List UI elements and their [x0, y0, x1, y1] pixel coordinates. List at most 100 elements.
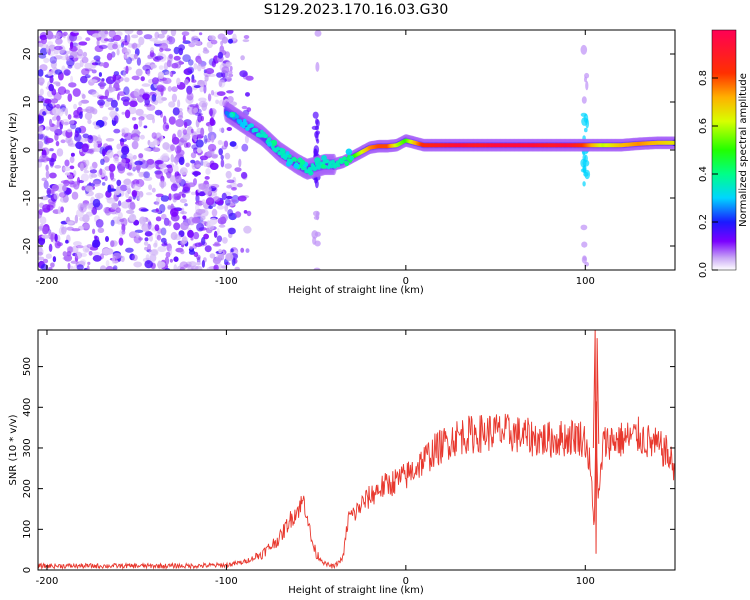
ridge-blob [314, 157, 321, 164]
noise-blob [198, 183, 207, 190]
streak-blob [580, 224, 588, 231]
noise-blob [215, 99, 220, 105]
noise-blob [61, 119, 70, 126]
noise-blob [80, 99, 90, 104]
noise-blob [234, 266, 240, 270]
noise-blob [82, 133, 90, 139]
noise-blob [207, 143, 217, 152]
snr-y-axis-label: SNR (10 * v/v) [8, 414, 19, 485]
noise-blob [204, 138, 212, 143]
noise-blob [38, 69, 44, 77]
noise-blob [70, 260, 79, 264]
noise-blob [211, 60, 217, 68]
noise-blob [38, 115, 44, 124]
noise-blob [126, 185, 131, 190]
noise-blob [72, 88, 81, 97]
noise-blob [60, 107, 67, 114]
noise-blob [116, 143, 122, 150]
noise-blob [69, 156, 75, 164]
noise-blob [52, 116, 57, 121]
noise-blob [200, 127, 205, 137]
noise-blob [160, 154, 169, 163]
noise-blob [77, 202, 84, 211]
noise-blob [99, 80, 105, 88]
noise-blob [79, 137, 89, 143]
noise-blob [156, 84, 165, 92]
noise-blob [39, 195, 49, 201]
noise-blob [190, 152, 197, 159]
noise-blob [212, 257, 221, 265]
noise-blob [55, 38, 63, 45]
noise-blob [161, 152, 169, 161]
ridge-core [254, 128, 259, 133]
noise-blob [121, 132, 129, 137]
noise-blob [166, 34, 171, 41]
noise-blob [46, 204, 54, 211]
noise-blob [101, 78, 105, 82]
noise-blob [112, 252, 122, 259]
noise-blob [148, 249, 158, 256]
noise-blob [182, 186, 191, 194]
noise-blob [148, 184, 153, 191]
noise-blob [86, 244, 93, 249]
noise-blob [39, 154, 48, 162]
noise-blob [126, 172, 133, 176]
noise-blob [225, 71, 233, 79]
vertical-streak [311, 30, 322, 270]
noise-blob [170, 208, 179, 217]
y-tick-label: 200 [22, 479, 33, 498]
noise-blob [87, 204, 94, 211]
noise-blob [121, 146, 130, 155]
noise-blob [201, 260, 205, 268]
noise-blob [75, 245, 84, 249]
noise-blob [40, 47, 48, 56]
noise-blob [162, 115, 167, 125]
noise-blob [104, 89, 110, 98]
ridge-core [325, 159, 330, 164]
noise-blob [98, 44, 108, 50]
streak-blob [313, 210, 320, 217]
noise-blob [227, 96, 234, 103]
noise-blob [218, 248, 222, 254]
noise-blob [191, 35, 199, 42]
noise-blob [170, 144, 175, 152]
noise-blob [179, 198, 188, 204]
noise-blob [167, 165, 173, 174]
noise-blob [155, 216, 162, 222]
noise-blob [104, 175, 108, 182]
noise-blob [131, 34, 139, 39]
noise-blob [68, 180, 75, 185]
noise-blob [85, 211, 93, 217]
noise-blob [135, 68, 143, 77]
noise-blob [204, 74, 209, 82]
noise-blob [42, 111, 47, 116]
noise-blob [167, 86, 172, 92]
noise-blob [188, 250, 196, 255]
noise-blob [240, 55, 245, 61]
noise-blob [133, 53, 138, 60]
noise-blob [66, 128, 73, 133]
noise-blob [150, 47, 155, 52]
y-tick-label: -20 [22, 238, 33, 254]
noise-blob [195, 203, 200, 213]
ridge-core [235, 114, 239, 119]
noise-blob [102, 148, 106, 157]
noise-blob [153, 40, 163, 44]
noise-blob [45, 126, 50, 131]
noise-blob [132, 42, 138, 50]
noise-blob [223, 140, 229, 148]
noise-blob [67, 262, 71, 270]
noise-blob [45, 253, 53, 259]
streak-blob [580, 44, 588, 55]
noise-blob [193, 63, 198, 70]
noise-blob [193, 164, 202, 168]
noise-blob [71, 30, 80, 34]
noise-blob [81, 56, 89, 64]
noise-blob [102, 61, 109, 69]
noise-blob [108, 30, 116, 38]
noise-blob [195, 139, 204, 148]
noise-blob [129, 100, 138, 108]
noise-blob [134, 229, 144, 233]
noise-blob [230, 248, 234, 253]
ridge-core [241, 124, 246, 129]
